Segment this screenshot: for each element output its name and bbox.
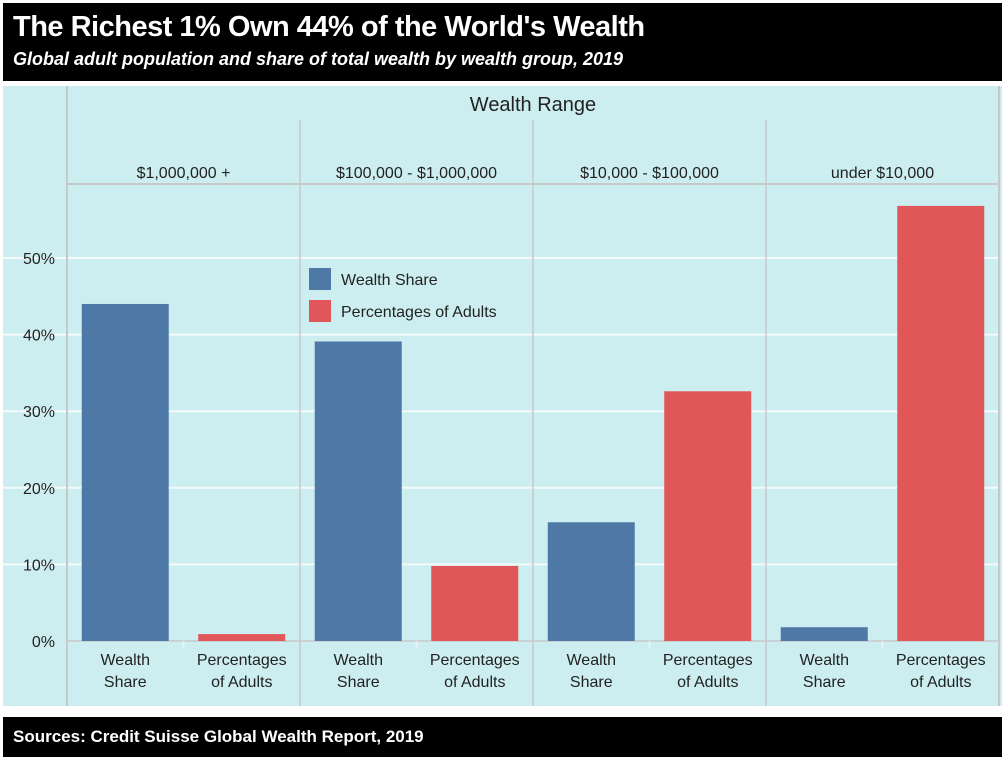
y-tick-label: 30% [23,404,55,421]
bar-chart: Wealth Range $1,000,000 + $100,000 - $1,00… [3,86,1000,706]
legend-swatch [309,300,331,322]
y-tick-label: 40% [23,328,55,345]
bar-label-line1: Wealth [333,652,383,669]
bar-label-line1: Wealth [100,652,150,669]
column-header: Wealth Range [470,94,596,116]
bar-label-line2: Share [803,674,846,691]
bar-wealth-share [780,627,868,641]
y-tick-label: 20% [23,481,55,498]
bar-percentages-of-adults [198,634,286,641]
bar-label-line2: Share [337,674,380,691]
bar-label-line2: Share [104,674,147,691]
bar-label-line1: Percentages [430,652,520,669]
legend-swatch [309,268,331,290]
bar-wealth-share [547,522,635,641]
bar-label-line1: Wealth [799,652,849,669]
header: The Richest 1% Own 44% of the World's We… [3,3,1002,81]
bar-label-line1: Percentages [197,652,287,669]
bar-label-line1: Wealth [566,652,616,669]
chart-subtitle: Global adult population and share of tot… [13,49,624,69]
chart-area: Wealth Range $1,000,000 + $100,000 - $1,00… [3,86,1002,706]
group-label: $100,000 - $1,000,000 [336,165,497,182]
bar-label-line1: Percentages [663,652,753,669]
group-label: under $10,000 [831,165,934,182]
chart-title: The Richest 1% Own 44% of the World's We… [13,11,645,43]
bar-label-line2: of Adults [910,674,971,691]
bar-wealth-share [314,341,402,641]
legend-label: Percentages of Adults [341,304,497,321]
bar-wealth-share [81,303,169,641]
bar-percentages-of-adults [431,565,519,641]
y-tick-label: 50% [23,251,55,268]
bar-percentages-of-adults [897,205,985,642]
bar-label-line1: Percentages [896,652,986,669]
source-note: Sources: Credit Suisse Global Wealth Rep… [13,727,424,746]
bar-label-line2: of Adults [677,674,738,691]
y-tick-label: 10% [23,557,55,574]
group-label: $10,000 - $100,000 [580,165,719,182]
bar-label-line2: of Adults [444,674,505,691]
legend-label: Wealth Share [341,272,438,289]
bar-label-line2: of Adults [211,674,272,691]
footer: Sources: Credit Suisse Global Wealth Rep… [3,717,1002,757]
group-label: $1,000,000 + [137,165,231,182]
bar-percentages-of-adults [664,391,752,641]
bar-label-line2: Share [570,674,613,691]
y-tick-label: 0% [32,634,55,651]
